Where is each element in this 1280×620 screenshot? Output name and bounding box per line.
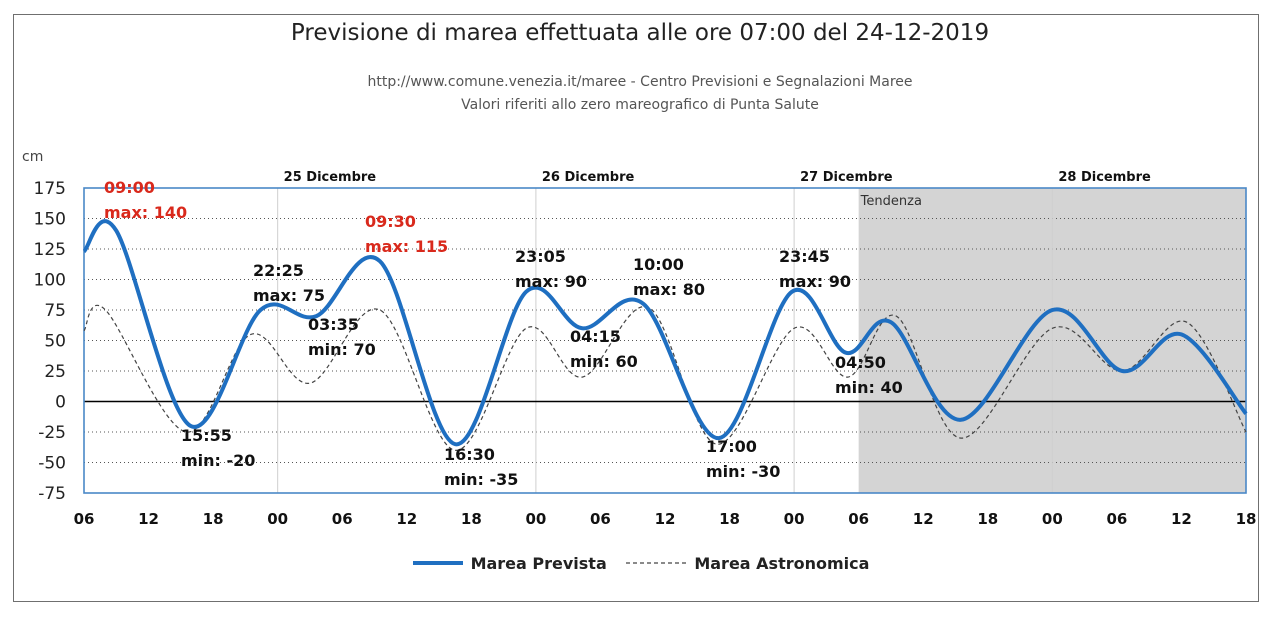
x-tick-label: 00 — [784, 510, 805, 528]
x-tick-label: 18 — [1236, 510, 1257, 528]
y-tick-label: 150 — [34, 210, 66, 230]
annotation-time: 04:50 — [835, 353, 886, 372]
series-line-marea-astronomica — [83, 305, 1247, 451]
y-tick-label: 175 — [34, 179, 66, 199]
annotation-value: min: 60 — [570, 352, 638, 371]
trend-label: Tendenza — [860, 194, 922, 209]
annotation-value: max: 90 — [515, 272, 587, 291]
x-tick-label: 12 — [655, 510, 676, 528]
annotation-time: 23:45 — [779, 247, 830, 266]
legend-swatch-astronomical — [626, 562, 687, 564]
y-tick-label: 125 — [34, 240, 66, 260]
y-tick-label: -75 — [38, 484, 66, 504]
x-tick-label: 06 — [332, 510, 353, 528]
legend-item-predicted[interactable]: Marea Prevista — [411, 554, 607, 573]
legend-swatch-predicted — [412, 561, 463, 565]
y-axis-unit: cm — [22, 149, 43, 165]
x-tick-label: 12 — [138, 510, 159, 528]
day-label: 26 Dicembre — [542, 170, 635, 185]
plot-area-border — [83, 187, 1247, 494]
x-tick-label: 00 — [267, 510, 288, 528]
y-tick-label: 75 — [44, 301, 66, 321]
x-tick-label: 00 — [525, 510, 546, 528]
day-label: 27 Dicembre — [800, 170, 893, 185]
annotation-time: 23:05 — [515, 247, 566, 266]
chart-subtitle-source: http://www.comune.venezia.it/maree - Cen… — [367, 74, 913, 90]
x-tick-label: 12 — [1171, 510, 1192, 528]
y-tick-label: -25 — [38, 423, 66, 443]
annotation-value: min: 70 — [308, 340, 376, 359]
y-tick-label: 25 — [44, 362, 66, 382]
chart-subtitle-reference: Valori riferiti allo zero mareografico d… — [461, 97, 819, 113]
day-label: 28 Dicembre — [1058, 170, 1151, 185]
annotation-value: max: 75 — [253, 286, 325, 305]
legend-item-astronomical[interactable]: Marea Astronomica — [624, 554, 869, 573]
annotation-value: max: 140 — [104, 203, 187, 222]
annotation-value: max: 115 — [365, 237, 448, 256]
annotation-value: min: -35 — [444, 470, 518, 489]
annotation-time: 22:25 — [253, 261, 304, 280]
annotation-time: 10:00 — [633, 255, 684, 274]
annotation-value: max: 90 — [779, 272, 851, 291]
annotation-time: 09:30 — [365, 212, 416, 231]
annotation-value: min: -20 — [181, 451, 255, 470]
x-tick-label: 00 — [1042, 510, 1063, 528]
chart-title: Previsione di marea effettuata alle ore … — [290, 20, 990, 46]
x-tick-label: 18 — [461, 510, 482, 528]
x-tick-label: 06 — [590, 510, 611, 528]
annotation-value: min: 40 — [835, 378, 903, 397]
annotation-time: 03:35 — [308, 315, 359, 334]
y-tick-label: 100 — [34, 271, 66, 291]
annotation-time: 17:00 — [706, 437, 757, 456]
annotation-value: min: -30 — [706, 462, 780, 481]
y-tick-label: -50 — [38, 454, 66, 474]
day-label: 25 Dicembre — [284, 170, 377, 185]
series-line-marea-prevista — [82, 219, 1248, 447]
x-tick-label: 18 — [977, 510, 998, 528]
legend-label-astronomical: Marea Astronomica — [694, 553, 870, 573]
y-tick-label: 0 — [55, 393, 66, 413]
legend-label-predicted: Marea Prevista — [470, 553, 607, 573]
x-tick-label: 12 — [396, 510, 417, 528]
annotation-time: 15:55 — [181, 426, 232, 445]
x-tick-label: 06 — [1106, 510, 1127, 528]
x-tick-label: 06 — [848, 510, 869, 528]
annotation-time: 04:15 — [570, 327, 621, 346]
annotation-value: max: 80 — [633, 280, 705, 299]
annotation-time: 09:00 — [104, 178, 155, 197]
chart-legend: Marea Prevista Marea Astronomica — [0, 553, 1280, 573]
x-tick-label: 12 — [913, 510, 934, 528]
annotation-time: 16:30 — [444, 445, 495, 464]
y-tick-label: 50 — [44, 332, 66, 352]
x-tick-label: 18 — [719, 510, 740, 528]
x-tick-label: 18 — [203, 510, 224, 528]
x-tick-label: 06 — [74, 510, 95, 528]
